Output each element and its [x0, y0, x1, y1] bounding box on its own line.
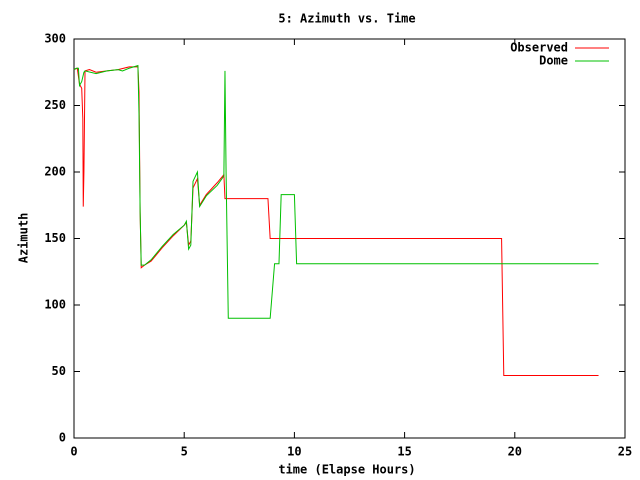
- y-tick-label: 150: [44, 231, 66, 245]
- y-tick-label: 300: [44, 32, 66, 46]
- x-tick-label: 15: [397, 445, 411, 459]
- x-tick-label: 0: [70, 445, 77, 459]
- x-tick-label: 25: [618, 445, 632, 459]
- data-line: [73, 66, 599, 376]
- y-tick-label: 0: [59, 431, 66, 445]
- x-tick-label: 5: [181, 445, 188, 459]
- legend-label: Dome: [539, 54, 568, 68]
- y-tick-label: 200: [44, 165, 66, 179]
- data-line: [73, 64, 599, 319]
- y-tick-label: 50: [52, 364, 66, 378]
- y-tick-label: 100: [44, 298, 66, 312]
- y-tick-label: 250: [44, 98, 66, 112]
- x-tick-label: 10: [287, 445, 301, 459]
- legend-label: Observed: [510, 41, 568, 55]
- x-axis-label: time (Elapse Hours): [278, 463, 415, 477]
- y-axis-label: Azimuth: [17, 213, 31, 264]
- chart-title: 5: Azimuth vs. Time: [278, 12, 415, 26]
- x-tick-label: 20: [508, 445, 522, 459]
